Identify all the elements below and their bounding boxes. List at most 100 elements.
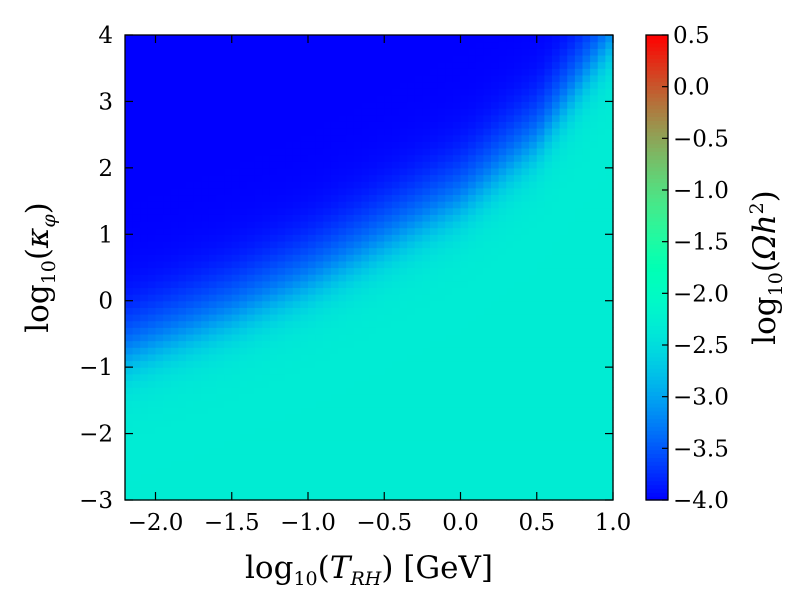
heatmap-cell xyxy=(277,101,286,109)
heatmap-cell xyxy=(346,440,355,448)
heatmap-cell xyxy=(201,260,210,269)
heatmap-cell xyxy=(269,460,279,468)
heatmap-cell xyxy=(559,493,568,501)
heatmap-cell xyxy=(346,221,355,229)
heatmap-cell xyxy=(216,453,225,461)
heatmap-cell xyxy=(262,440,271,448)
heatmap-cell xyxy=(605,48,614,56)
heatmap-cell xyxy=(552,81,561,89)
heatmap-cell xyxy=(559,35,568,43)
heatmap-cell xyxy=(460,48,469,56)
heatmap-cell xyxy=(384,347,393,355)
heatmap-cell xyxy=(346,393,355,401)
heatmap-cell xyxy=(231,440,240,448)
heatmap-cell xyxy=(407,61,416,69)
heatmap-cell xyxy=(254,466,263,475)
heatmap-cell xyxy=(224,41,233,49)
heatmap-cell xyxy=(308,420,317,428)
heatmap-cell xyxy=(414,214,423,222)
heatmap-cell xyxy=(292,154,301,162)
heatmap-cell xyxy=(452,473,462,481)
heatmap-cell xyxy=(422,274,431,282)
heatmap-cell xyxy=(513,373,523,382)
heatmap-cell xyxy=(605,440,614,448)
heatmap-cell xyxy=(292,274,301,282)
heatmap-cell xyxy=(567,473,576,481)
heatmap-cell xyxy=(147,300,157,308)
heatmap-cell xyxy=(285,194,294,202)
heatmap-cell xyxy=(239,473,248,481)
heatmap-cell xyxy=(582,267,591,275)
heatmap-cell xyxy=(376,493,385,501)
heatmap-cell xyxy=(460,174,469,182)
heatmap-cell xyxy=(193,41,202,49)
heatmap-cell xyxy=(353,466,362,475)
heatmap-cell xyxy=(376,333,385,342)
heatmap-cell xyxy=(544,274,553,282)
heatmap-cell xyxy=(475,446,484,455)
heatmap-cell xyxy=(300,287,309,295)
heatmap-cell xyxy=(147,101,157,109)
heatmap-cell xyxy=(552,201,561,209)
heatmap-cell xyxy=(186,307,195,315)
heatmap-cell xyxy=(147,393,157,401)
heatmap-cell xyxy=(132,68,141,76)
heatmap-cell xyxy=(315,440,324,448)
heatmap-cell xyxy=(330,74,340,83)
heatmap-cell xyxy=(224,48,233,56)
heatmap-cell xyxy=(567,141,576,149)
heatmap-cell xyxy=(216,254,225,262)
heatmap-cell xyxy=(437,280,446,289)
heatmap-cell xyxy=(323,367,332,375)
heatmap-cell xyxy=(353,393,362,401)
heatmap-cell xyxy=(208,167,218,176)
heatmap-cell xyxy=(163,480,172,488)
heatmap-cell xyxy=(163,460,172,468)
heatmap-cell xyxy=(216,147,225,156)
heatmap-cell xyxy=(559,446,568,455)
heatmap-cell xyxy=(231,201,240,209)
heatmap-cell xyxy=(239,41,248,49)
heatmap-cell xyxy=(346,74,355,83)
heatmap-cell xyxy=(369,380,378,388)
heatmap-cell xyxy=(582,94,591,103)
heatmap-cell xyxy=(353,68,362,76)
heatmap-cell xyxy=(323,280,332,289)
heatmap-cell xyxy=(193,201,202,209)
heatmap-cell xyxy=(262,280,271,289)
heatmap-cell xyxy=(460,108,469,116)
heatmap-cell xyxy=(552,108,561,116)
heatmap-cell xyxy=(285,114,294,122)
heatmap-cell xyxy=(414,128,423,136)
colorbar-tick-label: −2.5 xyxy=(673,333,729,359)
heatmap-cell xyxy=(491,74,500,83)
heatmap-cell xyxy=(567,94,576,103)
heatmap-cell xyxy=(330,380,340,388)
heatmap-cell xyxy=(330,88,340,96)
heatmap-cell xyxy=(140,41,149,49)
heatmap-cell xyxy=(231,413,240,421)
heatmap-cell xyxy=(247,267,256,275)
heatmap-cell xyxy=(361,254,370,262)
axis-ticks xyxy=(125,34,668,501)
heatmap-cell xyxy=(163,108,172,116)
heatmap-cell xyxy=(445,41,454,49)
heatmap-cell xyxy=(254,347,263,355)
heatmap-cell xyxy=(521,287,530,295)
heatmap-cell xyxy=(521,221,530,229)
heatmap-cell xyxy=(399,280,408,289)
heatmap-cell xyxy=(376,314,385,322)
heatmap-cell xyxy=(513,54,523,63)
heatmap-cell xyxy=(315,347,324,355)
heatmap-cell xyxy=(475,353,484,362)
heatmap-cell xyxy=(361,413,370,421)
heatmap-cell xyxy=(308,128,317,136)
heatmap-cell xyxy=(346,194,355,202)
heatmap-cell xyxy=(300,360,309,368)
heatmap-cell xyxy=(468,367,477,375)
heatmap-cell xyxy=(437,101,446,109)
heatmap-cell xyxy=(559,254,568,262)
heatmap-cell xyxy=(582,327,591,335)
heatmap-cell xyxy=(597,387,606,395)
heatmap-cell xyxy=(506,247,515,255)
